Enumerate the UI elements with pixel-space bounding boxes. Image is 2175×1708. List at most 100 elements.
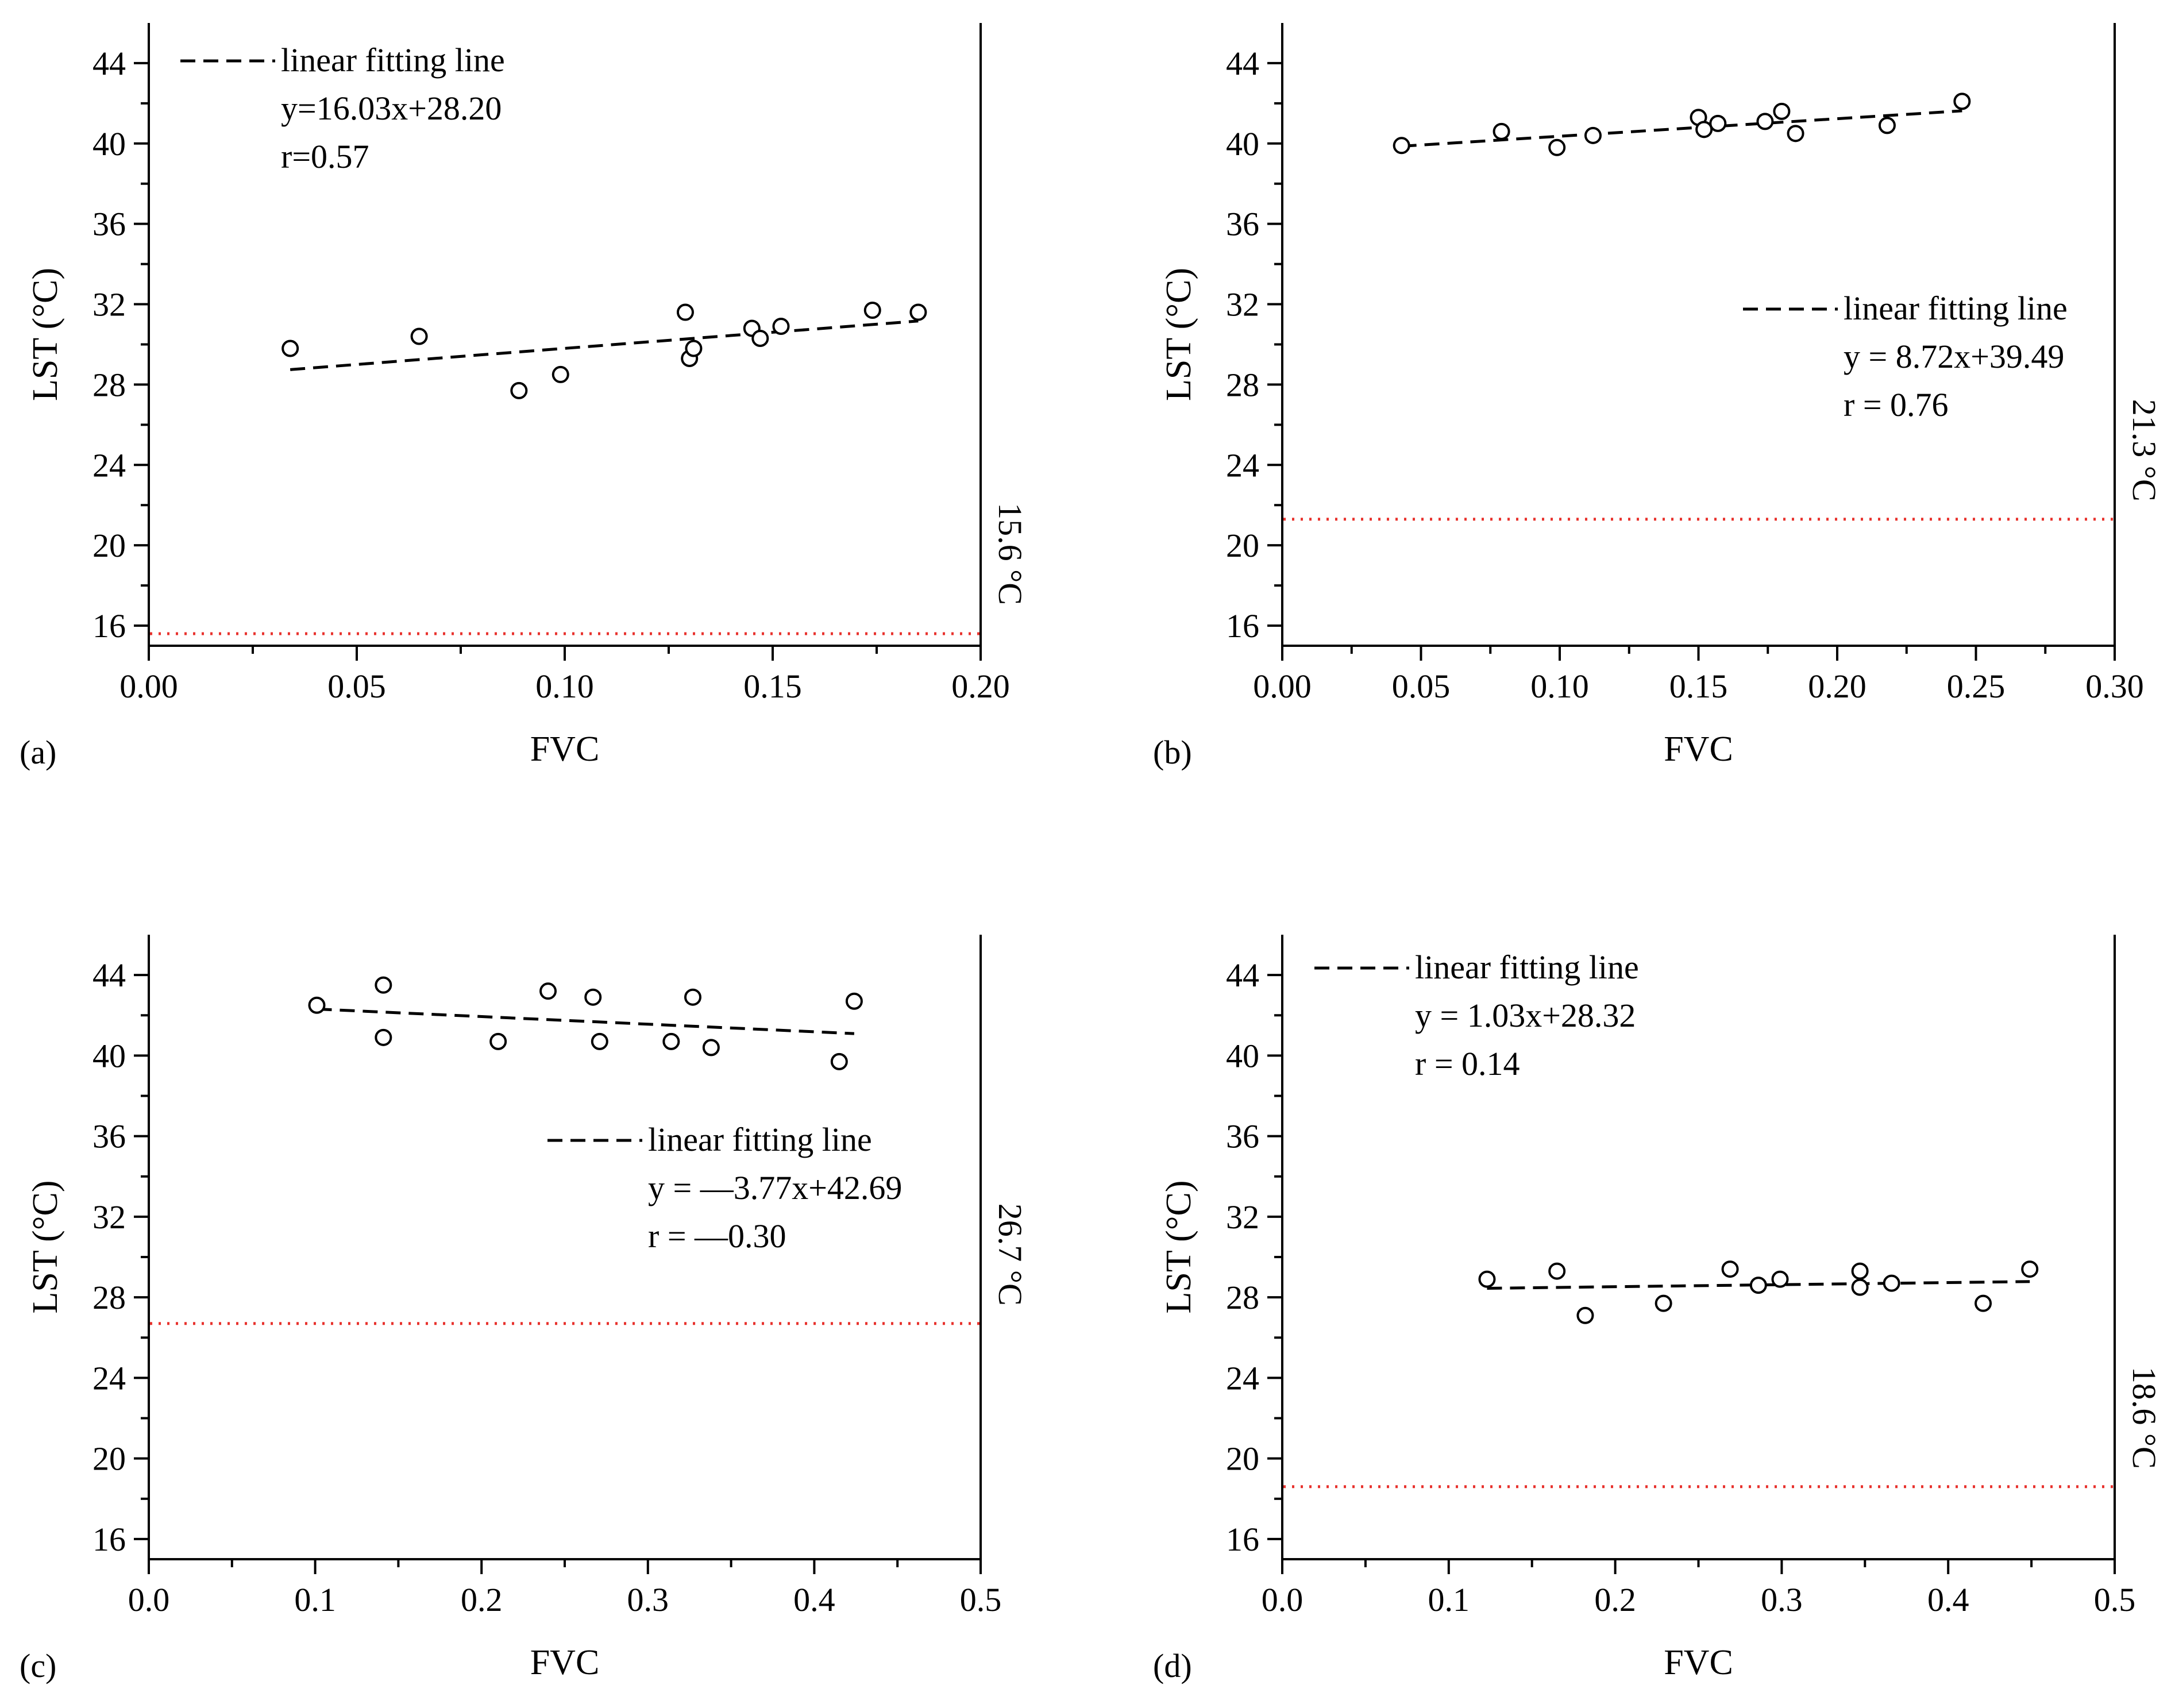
data-point — [684, 988, 701, 1006]
y-tick-label: 28 — [92, 366, 126, 403]
y-tick-label: 32 — [92, 1198, 126, 1236]
y-tick-label: 44 — [1226, 45, 1259, 82]
data-point — [1655, 1294, 1672, 1312]
data-point — [489, 1032, 507, 1050]
x-tick-label: 0.05 — [1392, 668, 1451, 705]
y-tick-label: 16 — [92, 1521, 126, 1558]
y-tick-label: 28 — [1226, 1279, 1259, 1316]
panel-label: (d) — [1153, 1647, 1192, 1684]
data-point — [410, 327, 428, 345]
y-tick-label: 28 — [92, 1279, 126, 1316]
legend-r-value: r = —0.30 — [648, 1217, 786, 1255]
y-tick-label: 16 — [1226, 1521, 1259, 1558]
legend-equation: y = —3.77x+42.69 — [648, 1169, 902, 1206]
data-point — [552, 365, 569, 383]
data-point — [1493, 122, 1510, 140]
y-tick-label: 40 — [1226, 1037, 1259, 1074]
data-point — [1721, 1260, 1739, 1278]
legend-r-value: r = 0.14 — [1415, 1045, 1520, 1082]
fit-line — [1401, 109, 1962, 148]
x-tick-label: 0.2 — [461, 1581, 503, 1618]
data-point — [539, 982, 557, 1000]
data-point — [1851, 1278, 1869, 1296]
data-point — [1393, 137, 1410, 155]
y-tick-label: 32 — [92, 286, 126, 323]
reference-label: 18.6 °C — [2126, 1367, 2163, 1469]
y-tick-label: 16 — [92, 607, 126, 645]
x-axis-title: FVC — [530, 1643, 600, 1682]
y-axis-title: LST (°C) — [26, 1180, 65, 1313]
x-tick-label: 0.20 — [951, 668, 1010, 705]
y-tick-label: 32 — [1226, 286, 1259, 323]
y-tick-label: 44 — [92, 45, 126, 82]
fit-line — [317, 1007, 855, 1035]
y-tick-label: 40 — [92, 1037, 126, 1074]
x-tick-label: 0.20 — [1808, 668, 1867, 705]
legend-r-value: r=0.57 — [281, 138, 369, 175]
x-tick-label: 0.5 — [960, 1581, 1002, 1618]
data-point — [584, 988, 602, 1006]
legend-label: linear fitting line — [281, 41, 505, 79]
data-point — [1709, 114, 1727, 132]
data-point — [1478, 1270, 1496, 1288]
data-point — [2021, 1260, 2039, 1278]
data-point — [863, 302, 881, 319]
chart-panel-4: 16 20 24 28 32 36 40 44 0.0 0.1 0.2 0.3 0.4 0.5 FVC LST… — [1153, 935, 2163, 1684]
data-point — [909, 303, 927, 321]
data-point — [1749, 1277, 1767, 1294]
y-tick-label: 20 — [1226, 527, 1259, 564]
data-point — [1548, 1262, 1566, 1280]
y-tick-label: 20 — [92, 527, 126, 564]
legend-label: linear fitting line — [648, 1121, 872, 1158]
data-point — [1576, 1306, 1594, 1324]
legend-equation: y=16.03x+28.20 — [281, 90, 502, 127]
x-tick-label: 0.0 — [128, 1581, 170, 1618]
legend-r-value: r = 0.76 — [1844, 386, 1949, 423]
y-axis-title: LST (°C) — [1159, 1180, 1198, 1313]
reference-label: 21.3 °C — [2126, 399, 2163, 502]
data-point — [1975, 1294, 1992, 1312]
y-tick-label: 24 — [92, 1359, 126, 1397]
data-point — [375, 976, 392, 994]
data-point — [281, 340, 299, 357]
x-tick-label: 0.3 — [1761, 1581, 1803, 1618]
data-point — [510, 381, 528, 399]
data-point — [1883, 1274, 1900, 1292]
x-axis-title: FVC — [1664, 730, 1733, 769]
data-point — [1695, 121, 1713, 138]
data-point — [845, 992, 863, 1010]
data-point — [1548, 138, 1566, 156]
x-tick-label: 0.5 — [2094, 1581, 2136, 1618]
x-tick-label: 0.0 — [1262, 1581, 1304, 1618]
x-tick-label: 0.30 — [2085, 668, 2144, 705]
x-tick-label: 0.25 — [1947, 668, 2006, 705]
y-tick-label: 36 — [1226, 206, 1259, 243]
panel-label: (c) — [20, 1647, 56, 1684]
y-tick-label: 28 — [1226, 366, 1259, 403]
y-tick-label: 20 — [1226, 1440, 1259, 1478]
data-point — [1851, 1262, 1869, 1280]
fit-line — [290, 319, 919, 371]
data-point — [676, 303, 694, 321]
data-point — [751, 329, 769, 347]
y-tick-label: 24 — [92, 446, 126, 484]
x-tick-label: 0.3 — [627, 1581, 669, 1618]
y-tick-label: 36 — [92, 206, 126, 243]
y-tick-label: 36 — [1226, 1118, 1259, 1155]
x-tick-label: 0.15 — [743, 668, 802, 705]
data-point — [662, 1032, 680, 1050]
data-point — [1756, 113, 1774, 130]
x-tick-label: 0.10 — [1530, 668, 1589, 705]
data-point — [375, 1028, 392, 1046]
y-tick-label: 44 — [1226, 957, 1259, 994]
legend-equation: y = 1.03x+28.32 — [1415, 997, 1636, 1034]
data-point — [1584, 126, 1602, 144]
x-tick-label: 0.00 — [119, 668, 178, 705]
x-tick-label: 0.05 — [327, 668, 386, 705]
panel-label: (b) — [1153, 734, 1192, 771]
y-tick-label: 40 — [1226, 125, 1259, 163]
x-tick-label: 0.15 — [1669, 668, 1728, 705]
y-tick-label: 24 — [1226, 1359, 1259, 1397]
y-axis-title: LST (°C) — [26, 268, 65, 401]
reference-label: 26.7 °C — [992, 1204, 1029, 1306]
